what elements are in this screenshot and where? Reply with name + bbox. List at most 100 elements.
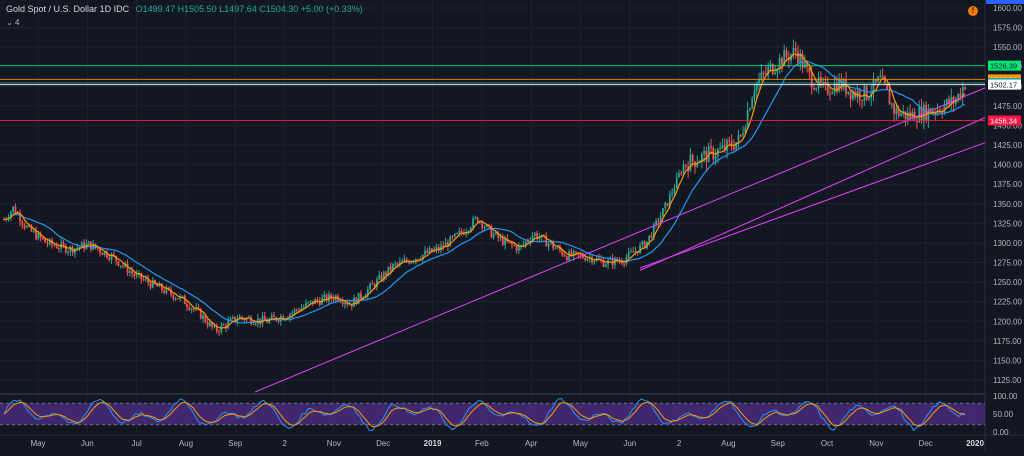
interval-label[interactable]: 1D (99, 4, 112, 14)
candle-body (565, 256, 568, 260)
candle-body (897, 108, 900, 117)
candle-body (211, 322, 214, 327)
candle-body (410, 261, 413, 264)
candle-body (511, 242, 513, 245)
price-tick-label: 1375.00 (993, 180, 1022, 189)
candle-body (380, 274, 383, 281)
price-level-label: 1502.17 (990, 81, 1017, 90)
candle-body (563, 255, 566, 257)
time-tick-label: Jun (81, 439, 94, 448)
candle-body (206, 322, 209, 326)
chevron-down-icon: ⌄ (6, 18, 13, 27)
candle-body (941, 111, 944, 114)
price-level-label: 1456.34 (990, 117, 1017, 126)
indicator-toggle[interactable]: ⌄ 4 (6, 18, 19, 27)
time-tick-label: Apr (525, 439, 538, 448)
candle-body (792, 47, 795, 55)
candle-body (851, 92, 854, 100)
candle-body (508, 241, 511, 243)
candle-body (492, 234, 495, 238)
candle-body (376, 279, 378, 288)
price-tick-label: 1150.00 (993, 356, 1022, 365)
indicator-count: 4 (14, 18, 20, 27)
candle-body (218, 331, 220, 333)
price-tick-label: 1225.00 (993, 298, 1022, 307)
candle-body (833, 82, 836, 93)
candle-body (893, 103, 895, 114)
candle-body (101, 252, 104, 255)
candle-body (746, 110, 749, 128)
candle-body (751, 98, 754, 109)
candle-body (680, 173, 683, 175)
candle-body (938, 109, 941, 112)
candle-body (584, 257, 587, 261)
candle-body (35, 231, 37, 240)
candle-body (277, 320, 280, 322)
candle-body (723, 145, 726, 151)
candle-body (39, 233, 42, 238)
candle-body (765, 73, 767, 75)
ma-slow-line (3, 60, 966, 324)
candle-body (739, 134, 742, 136)
candle-body (392, 264, 394, 271)
candle-body (515, 245, 518, 251)
candle-body (172, 294, 175, 299)
trendline-lower (639, 142, 986, 269)
candle-body (950, 96, 953, 105)
candle-body (291, 312, 294, 315)
candle-body (209, 322, 211, 326)
candle-body (128, 271, 131, 273)
candle-body (222, 324, 225, 326)
candle-body (664, 202, 667, 209)
candle-body (311, 300, 314, 304)
candle-body (62, 242, 65, 246)
candle-body (744, 127, 747, 134)
candle-body (495, 232, 497, 235)
time-tick-label: Nov (327, 439, 341, 448)
candle-body (64, 245, 67, 253)
candle-body (696, 163, 699, 167)
candle-body (44, 239, 47, 243)
candle-body (385, 272, 388, 276)
candle-body (165, 287, 168, 293)
candle-body (634, 251, 637, 253)
candle-body (183, 295, 186, 305)
candle-body (737, 134, 740, 143)
candle-body (682, 164, 685, 174)
price-tick-label: 1575.00 (993, 24, 1022, 33)
time-tick-label: Aug (721, 439, 735, 448)
candle-body (801, 53, 804, 68)
time-tick-label: 2 (677, 439, 682, 448)
candle-body (485, 224, 488, 228)
candle-body (366, 289, 369, 296)
candle-body (273, 315, 275, 318)
candle-body (847, 91, 850, 94)
price-tick-label: 1325.00 (993, 219, 1022, 228)
candle-body (829, 93, 831, 95)
candle-body (945, 99, 948, 106)
candle-body (648, 235, 651, 242)
candle-body (760, 72, 763, 80)
candle-body (241, 316, 243, 319)
alert-icon[interactable]: ! (968, 6, 978, 16)
candle-body (346, 303, 349, 305)
candle-body (581, 254, 584, 258)
candle-body (964, 87, 966, 90)
candle-body (373, 284, 376, 288)
candle-body (87, 241, 90, 244)
candle-body (442, 245, 445, 247)
candle-body (126, 263, 129, 273)
candle-body (117, 261, 120, 266)
candle-body (69, 246, 72, 252)
candle-body (453, 233, 456, 237)
candle-body (250, 317, 253, 324)
candle-body (190, 308, 193, 310)
symbol-name[interactable]: Gold Spot / U.S. Dollar (6, 4, 98, 14)
candle-body (229, 318, 232, 321)
candle-body (927, 108, 930, 121)
candle-body (652, 224, 655, 238)
price-tick-label: 1275.00 (993, 259, 1022, 268)
price-tick-label: 1550.00 (993, 43, 1022, 52)
